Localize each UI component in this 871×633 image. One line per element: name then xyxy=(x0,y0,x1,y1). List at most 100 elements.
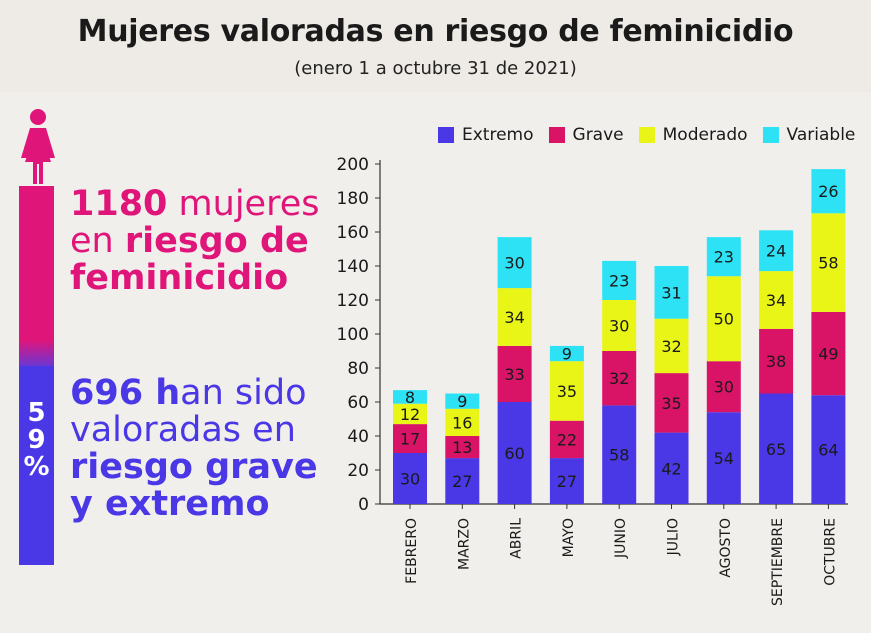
y-tick-label: 20 xyxy=(347,461,369,481)
severe-text: valoradas en xyxy=(70,410,296,450)
bar-segment-variable xyxy=(497,237,532,289)
data-label: 35 xyxy=(557,382,577,401)
bar-segment-variable xyxy=(654,266,689,319)
legend-item-grave: Grave xyxy=(548,125,624,145)
x-tick-label: MARZO xyxy=(456,518,472,570)
data-label: 13 xyxy=(452,438,472,457)
legend-swatch xyxy=(438,127,454,143)
bar-segment-extremo xyxy=(706,412,741,504)
y-tick-label: 60 xyxy=(347,393,369,413)
x-tick-label: OCTUBRE xyxy=(822,518,838,586)
bar-segment-variable xyxy=(602,260,637,300)
data-label: 60 xyxy=(504,444,524,463)
bar-segment-grave xyxy=(393,424,427,453)
data-label: 23 xyxy=(714,248,734,267)
total-text-bold: feminicidio xyxy=(70,258,289,298)
bar-segment-grave xyxy=(706,361,741,413)
x-tick-label: JULIO xyxy=(666,518,682,556)
x-tick-label: SEPTIEMBRE xyxy=(770,518,786,606)
data-label: 49 xyxy=(818,345,838,364)
bar-segment-extremo xyxy=(654,432,689,504)
bar-segment-moderado xyxy=(549,361,584,421)
bar-segment-extremo xyxy=(445,458,480,504)
y-tick-label: 180 xyxy=(337,189,369,209)
bar-segment-variable xyxy=(549,345,584,362)
legend-swatch xyxy=(638,127,655,143)
data-label: 30 xyxy=(714,378,734,397)
y-tick-label: 200 xyxy=(337,155,369,175)
progress-bar-total xyxy=(19,186,54,351)
bar-segment-grave xyxy=(497,345,532,402)
percent-char: 9 xyxy=(27,425,46,455)
legend-swatch xyxy=(762,127,779,143)
total-statistic: 1180 mujeres en riesgo de feminicidio xyxy=(70,186,330,297)
bar-segment-variable xyxy=(445,393,480,409)
bar-segment-moderado xyxy=(393,403,427,425)
bar-segment-grave xyxy=(811,311,846,396)
bar-segment-moderado xyxy=(811,213,846,312)
data-label: 34 xyxy=(766,291,786,310)
bar-segment-moderado xyxy=(654,318,689,374)
progress-bar-transition xyxy=(19,340,54,370)
woman-icon xyxy=(21,109,55,184)
data-label: 38 xyxy=(766,352,786,371)
data-label: 30 xyxy=(504,254,524,273)
data-label: 50 xyxy=(714,310,734,329)
y-tick-label: 160 xyxy=(337,223,369,243)
data-label: 27 xyxy=(557,472,577,491)
bar-segment-extremo xyxy=(759,393,794,504)
header-band xyxy=(0,0,871,92)
legend-label: Moderado xyxy=(662,125,748,145)
data-label: 35 xyxy=(661,394,681,413)
severe-text: an sido xyxy=(180,373,307,413)
data-label: 42 xyxy=(661,459,681,478)
y-tick-label: 40 xyxy=(347,427,369,447)
y-tick-label: 140 xyxy=(337,257,369,277)
severe-text-bold: y extremo xyxy=(70,484,270,524)
legend-item-extremo: Extremo xyxy=(438,125,534,145)
data-label: 30 xyxy=(609,317,629,336)
data-label: 64 xyxy=(818,441,838,460)
percent-char: % xyxy=(23,452,50,482)
data-label: 31 xyxy=(661,283,681,302)
x-tick-label: AGOSTO xyxy=(718,518,734,578)
data-label: 26 xyxy=(818,182,838,201)
bar-segment-extremo xyxy=(497,402,532,504)
data-label: 34 xyxy=(504,308,524,327)
x-tick-label: FEBRERO xyxy=(404,518,420,584)
y-tick-label: 100 xyxy=(337,325,369,345)
bar-segment-extremo xyxy=(393,453,427,504)
x-tick-label: ABRIL xyxy=(509,518,525,559)
severe-text-bold: riesgo grave xyxy=(70,447,318,487)
data-label: 9 xyxy=(457,392,467,411)
total-number: 1180 xyxy=(70,184,168,224)
legend-item-variable: Variable xyxy=(762,125,855,145)
data-label: 22 xyxy=(557,430,577,449)
bar-segment-variable xyxy=(811,169,846,214)
severe-statistic: 696 han sido valoradas en riesgo grave y… xyxy=(70,375,340,523)
percent-label: 5 9 % xyxy=(19,400,54,481)
bar-segment-moderado xyxy=(445,408,480,436)
bar-segment-grave xyxy=(654,373,689,433)
x-tick-label: JUNIO xyxy=(613,518,629,559)
data-label: 9 xyxy=(562,345,572,364)
chart-legend: Extremo Grave Moderado Variable xyxy=(438,125,870,145)
bar-segment-moderado xyxy=(602,300,637,351)
legend-label: Extremo xyxy=(462,125,534,145)
bar-segment-moderado xyxy=(759,271,794,329)
y-tick-label: 80 xyxy=(347,359,369,379)
data-label: 58 xyxy=(818,254,838,273)
bar-segment-grave xyxy=(602,351,637,406)
bar-segment-extremo xyxy=(811,395,846,504)
data-label: 17 xyxy=(400,430,420,449)
data-label: 33 xyxy=(504,365,524,384)
total-text: en xyxy=(70,221,125,261)
data-label: 16 xyxy=(452,413,472,432)
data-label: 12 xyxy=(400,405,420,424)
legend-item-moderado: Moderado xyxy=(638,125,748,145)
total-text-bold: riesgo de xyxy=(124,221,309,261)
data-label: 8 xyxy=(405,388,415,407)
data-label: 30 xyxy=(400,470,420,489)
page-title: Mujeres valoradas en riesgo de feminicid… xyxy=(77,14,794,49)
